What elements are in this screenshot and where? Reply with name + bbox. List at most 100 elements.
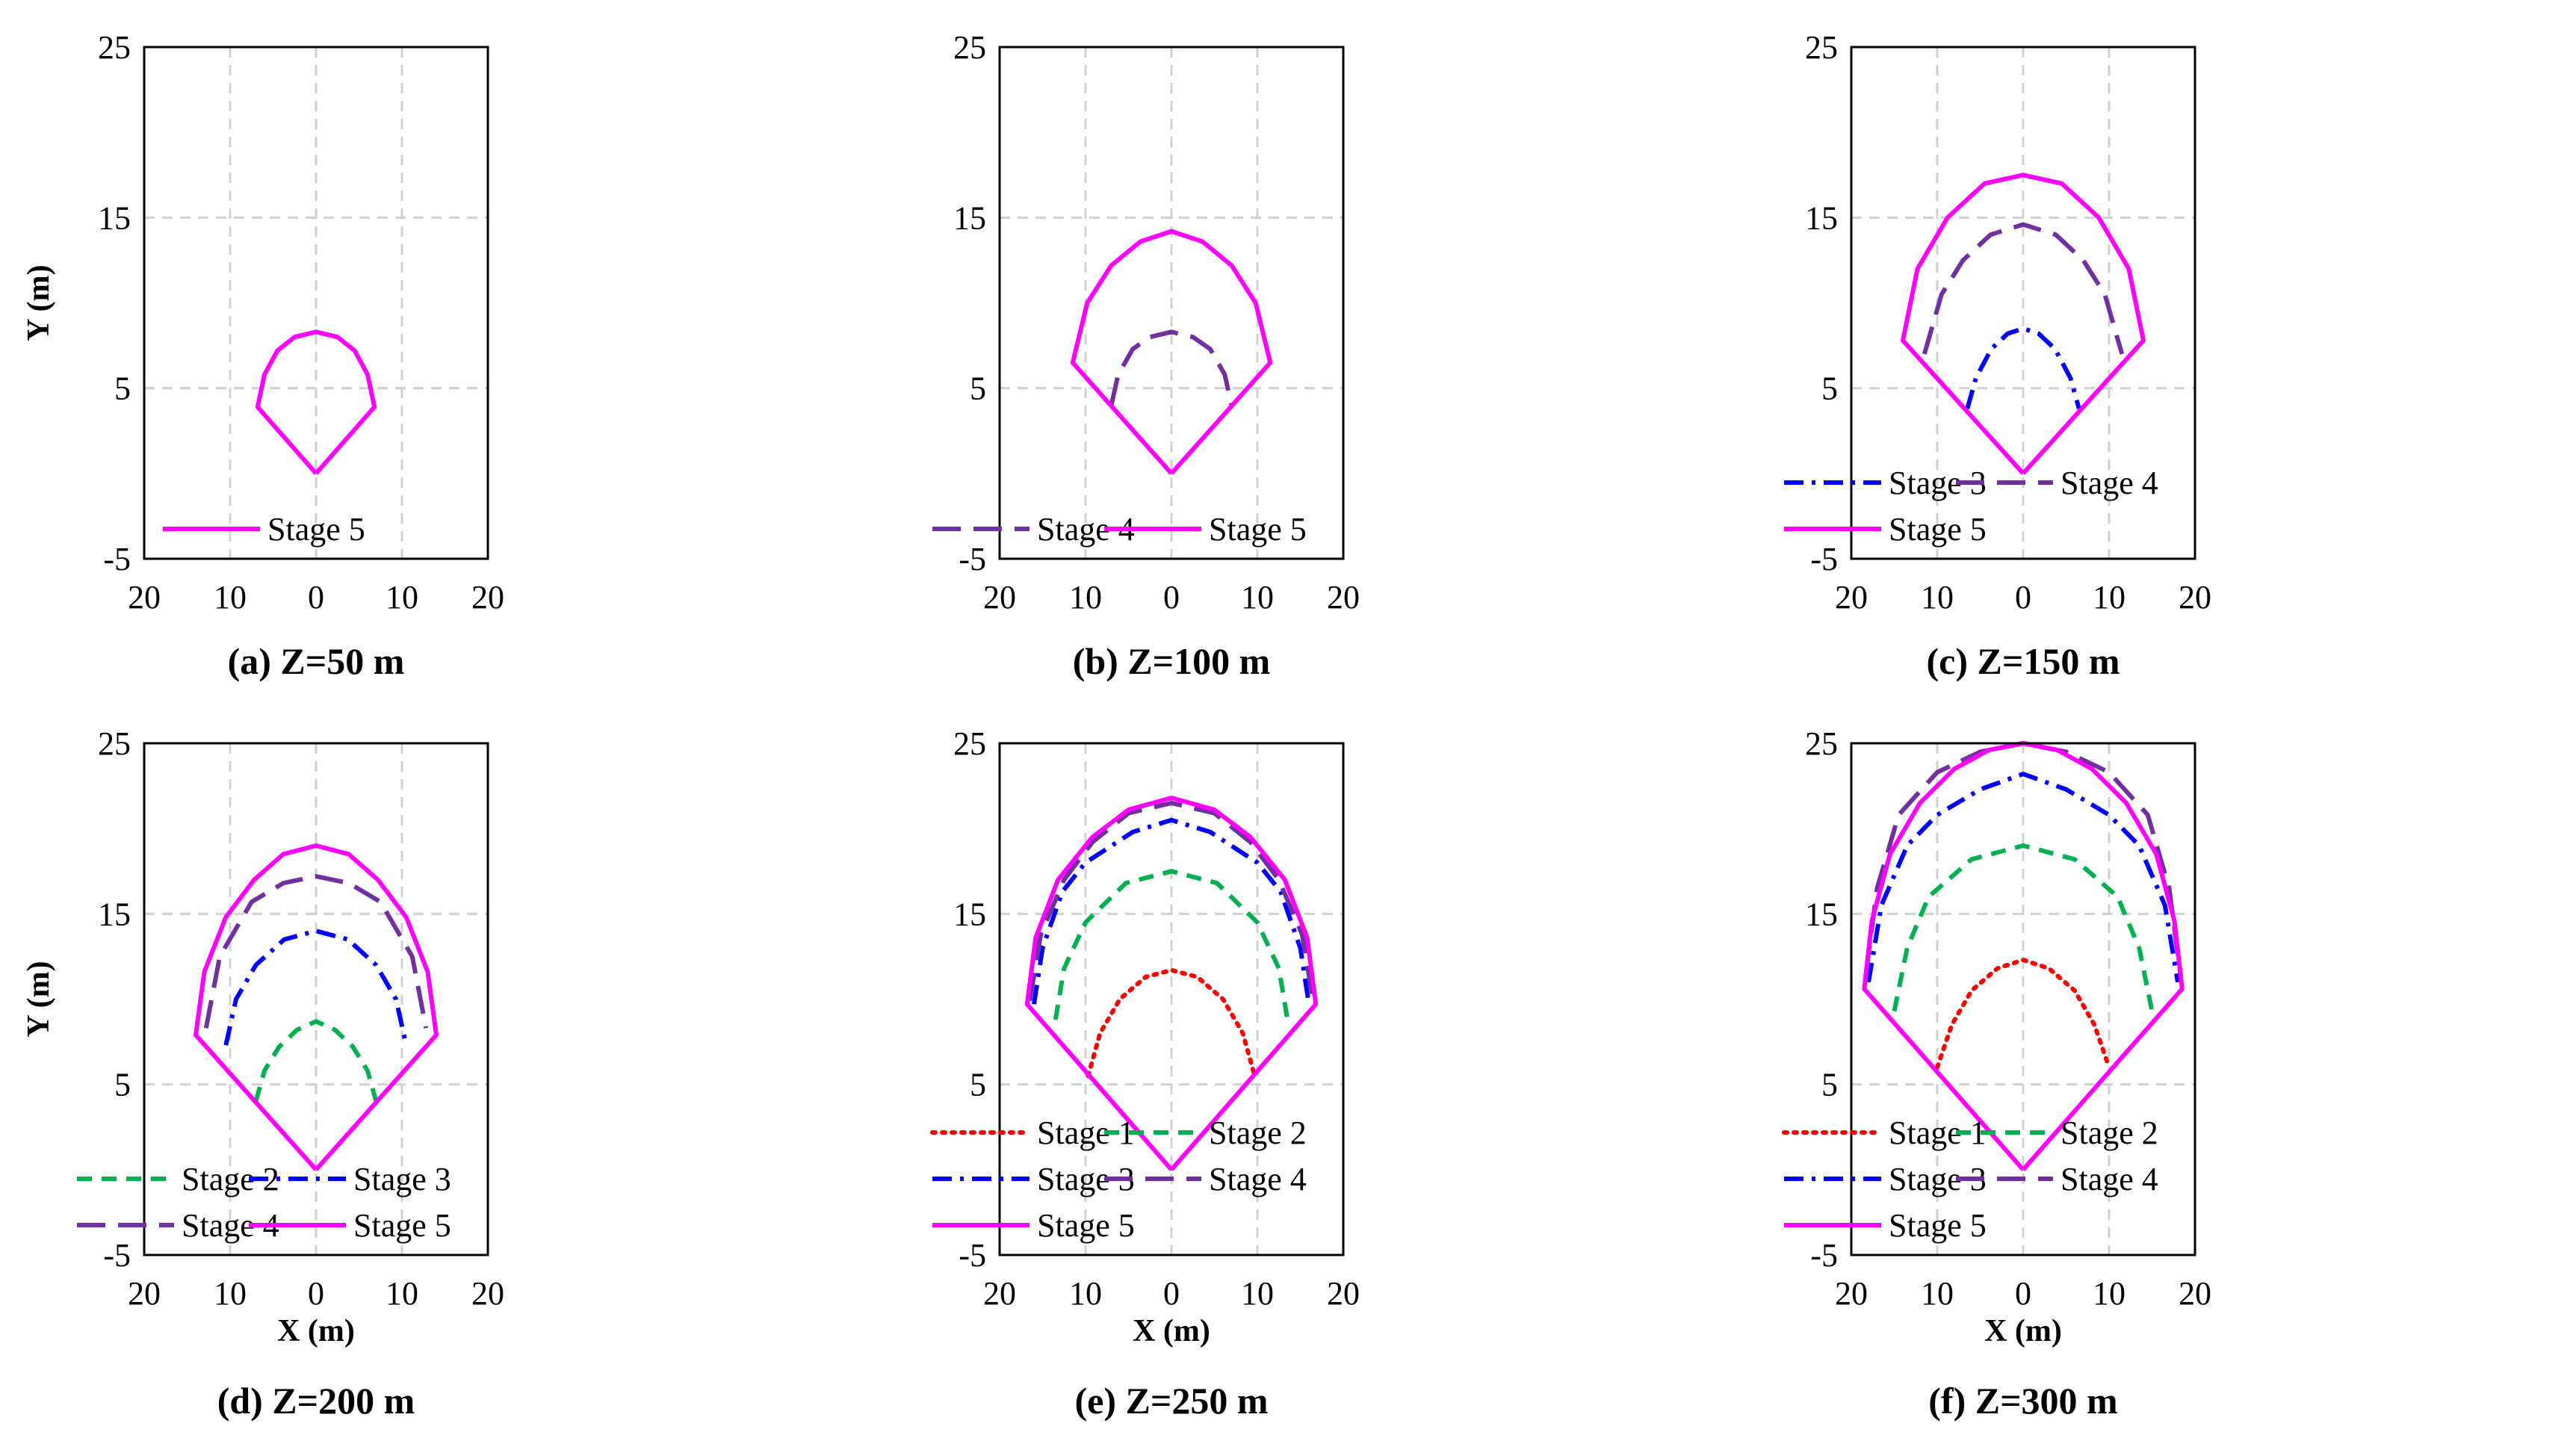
y-tick-label: 15 bbox=[953, 896, 986, 932]
legend-label: Stage 1 bbox=[1889, 1115, 1987, 1151]
chart-panel-e: -5 5 15 25 20 10 0 10 20 X (m) (e) Z=250 m Stage 1 S… bbox=[930, 725, 1360, 1422]
x-tick-label: 0 bbox=[1163, 579, 1180, 616]
y-tick-label: 25 bbox=[953, 725, 986, 762]
legend-label: Stage 2 bbox=[2061, 1115, 2158, 1151]
series-line-stage-2 bbox=[1892, 843, 2155, 1012]
x-tick-label: 10 bbox=[1069, 579, 1102, 616]
x-tick-label: 20 bbox=[1327, 1275, 1360, 1312]
y-tick-label: 25 bbox=[1805, 725, 1838, 762]
y-tick-label: -5 bbox=[1810, 1237, 1838, 1274]
y-tick-label: 15 bbox=[98, 896, 131, 932]
x-tick-label: 20 bbox=[1835, 579, 1868, 616]
panel-caption: (f) Z=300 m bbox=[1928, 1380, 2117, 1422]
x-axis-label: X (m) bbox=[277, 1314, 355, 1348]
plot-frame bbox=[1850, 46, 2196, 560]
y-tick-label: -5 bbox=[103, 541, 131, 577]
legend-label: Stage 4 bbox=[2061, 465, 2158, 501]
x-tick-label: 20 bbox=[2179, 1275, 2211, 1312]
series-line-stage-3 bbox=[223, 929, 409, 1046]
series-line-stage-3 bbox=[1032, 817, 1311, 1005]
plot-frame bbox=[143, 46, 489, 560]
legend-label: Stage 5 bbox=[353, 1207, 451, 1244]
series-line-stage-2 bbox=[1053, 869, 1290, 1020]
series-line-stage-3 bbox=[1866, 772, 2180, 983]
y-tick-label: 5 bbox=[1821, 1067, 1838, 1103]
x-tick-label: 20 bbox=[983, 579, 1016, 616]
x-tick-label: 20 bbox=[1327, 579, 1360, 616]
legend-label: Stage 3 bbox=[353, 1161, 451, 1197]
legend-label: Stage 5 bbox=[1889, 1207, 1987, 1244]
legend-label: Stage 2 bbox=[1209, 1115, 1307, 1151]
chart-panel-d: -5 5 15 25 20 10 0 10 20 Y (m) X (m) (d) Z=200 m Sta… bbox=[22, 725, 504, 1422]
series-line-stage-5 bbox=[193, 843, 439, 1171]
x-tick-label: 20 bbox=[471, 579, 504, 616]
legend-label: Stage 5 bbox=[1209, 511, 1307, 548]
series-line-stage-4 bbox=[203, 874, 429, 1029]
y-tick-label: 5 bbox=[970, 371, 986, 407]
x-tick-label: 20 bbox=[471, 1275, 504, 1312]
y-tick-label: 15 bbox=[1805, 896, 1838, 932]
x-tick-label: 20 bbox=[1835, 1275, 1868, 1312]
plot-frame bbox=[998, 46, 1345, 560]
x-tick-label: 0 bbox=[2015, 1275, 2031, 1312]
x-tick-label: 10 bbox=[2093, 1275, 2125, 1312]
panel-caption: (a) Z=50 m bbox=[228, 640, 405, 682]
legend: Stage 4 Stage 5 bbox=[932, 511, 1307, 548]
y-tick-label: -5 bbox=[1810, 541, 1838, 577]
x-tick-label: 20 bbox=[2179, 579, 2211, 616]
y-tick-label: -5 bbox=[959, 541, 986, 577]
series-line-stage-5 bbox=[255, 329, 377, 475]
y-tick-label: 5 bbox=[114, 371, 131, 407]
chart-panel-b: -5 5 15 25 20 10 0 10 20 (b) Z=100 m Stage 4 Stage … bbox=[932, 29, 1360, 682]
y-tick-label: 15 bbox=[98, 199, 131, 236]
x-tick-label: 0 bbox=[2015, 579, 2031, 616]
series-line-stage-4 bbox=[1922, 222, 2125, 355]
legend: Stage 5 bbox=[163, 511, 365, 548]
x-tick-label: 10 bbox=[2093, 579, 2125, 616]
y-tick-label: 5 bbox=[114, 1067, 131, 1103]
panel-caption: (d) Z=200 m bbox=[217, 1380, 415, 1422]
series-line-stage-1 bbox=[1086, 967, 1257, 1079]
x-tick-label: 10 bbox=[1921, 579, 1954, 616]
y-tick-label: 15 bbox=[1805, 199, 1838, 236]
x-tick-label: 10 bbox=[214, 1275, 247, 1312]
y-tick-label: 5 bbox=[1821, 371, 1838, 407]
series-line-stage-5 bbox=[1024, 796, 1319, 1171]
series-line-stage-2 bbox=[253, 1019, 379, 1103]
y-tick-label: 25 bbox=[953, 29, 986, 66]
x-tick-label: 10 bbox=[1069, 1275, 1102, 1312]
x-tick-label: 10 bbox=[386, 579, 418, 616]
series-line-stage-4 bbox=[1027, 800, 1316, 1002]
series-line-stage-3 bbox=[1965, 326, 2081, 409]
legend-label: Stage 4 bbox=[1209, 1161, 1307, 1197]
y-tick-label: 5 bbox=[970, 1067, 986, 1103]
series-line-stage-4 bbox=[1109, 329, 1234, 406]
x-tick-label: 0 bbox=[308, 579, 324, 616]
legend-label: Stage 5 bbox=[1889, 511, 1987, 548]
x-tick-label: 20 bbox=[983, 1275, 1016, 1312]
x-axis-label: X (m) bbox=[1984, 1314, 2062, 1348]
panel-caption: (c) Z=150 m bbox=[1927, 640, 2120, 682]
chart-panel-f: -5 5 15 25 20 10 0 10 20 X (m) (f) Z=300 m Stage 1 S… bbox=[1782, 725, 2211, 1422]
legend-label: Stage 5 bbox=[267, 511, 365, 548]
x-tick-label: 10 bbox=[1241, 1275, 1274, 1312]
y-axis-label: Y (m) bbox=[22, 961, 56, 1037]
y-tick-label: 25 bbox=[98, 29, 131, 66]
legend-label: Stage 1 bbox=[1037, 1115, 1135, 1151]
plot-frame bbox=[143, 742, 489, 1256]
x-tick-label: 0 bbox=[308, 1275, 324, 1312]
chart-panel-a: -5 5 15 25 20 10 0 10 20 Y (m) (a) Z=50 m Stage 5 bbox=[22, 29, 504, 682]
x-tick-label: 20 bbox=[128, 579, 161, 616]
plot-frame bbox=[998, 742, 1345, 1256]
plot-frame bbox=[1850, 742, 2196, 1256]
x-tick-label: 10 bbox=[1241, 579, 1274, 616]
x-tick-label: 10 bbox=[386, 1275, 418, 1312]
y-tick-label: -5 bbox=[959, 1237, 986, 1274]
x-tick-label: 0 bbox=[1163, 1275, 1180, 1312]
